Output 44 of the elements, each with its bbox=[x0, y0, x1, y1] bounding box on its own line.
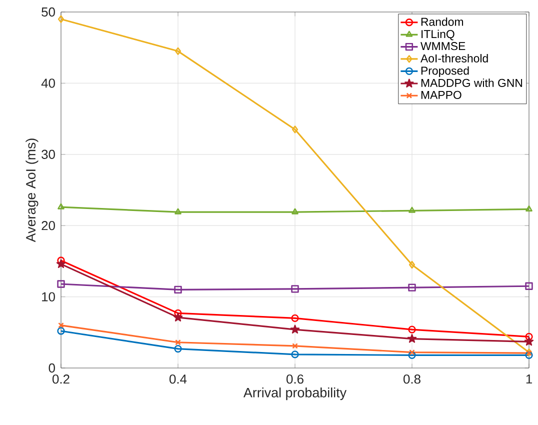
y-tick-label: 10 bbox=[42, 292, 55, 302]
legend-label: ITLinQ bbox=[422, 30, 454, 40]
y-tick-label: 50 bbox=[42, 7, 55, 17]
point bbox=[408, 260, 416, 269]
point bbox=[174, 286, 182, 294]
legend-label: AoI-threshold bbox=[420, 54, 488, 62]
x-axis-title: Arrival probability bbox=[243, 388, 347, 400]
point bbox=[56, 259, 66, 268]
point bbox=[291, 285, 299, 293]
x-tick-label: 1 bbox=[526, 374, 532, 384]
point bbox=[291, 350, 299, 358]
y-tick-label: 0 bbox=[48, 363, 55, 373]
point bbox=[407, 334, 417, 343]
legend-label: Random bbox=[421, 17, 464, 26]
y-tick-label: 20 bbox=[42, 221, 55, 230]
point bbox=[290, 324, 300, 334]
x-tick-label: 0.6 bbox=[286, 374, 304, 384]
point bbox=[292, 208, 298, 214]
point bbox=[174, 208, 182, 214]
point bbox=[409, 349, 415, 356]
point bbox=[408, 326, 416, 334]
y-tick-label: 40 bbox=[41, 78, 55, 88]
y-axis-title: Average AoI (ms) bbox=[26, 138, 38, 242]
legend-label: WMMSE bbox=[420, 42, 466, 50]
x-tick-label: 0.4 bbox=[170, 374, 187, 384]
legend-label: Proposed bbox=[421, 66, 469, 77]
x-tick-label: 0.2 bbox=[52, 374, 70, 384]
point bbox=[174, 47, 182, 55]
point bbox=[292, 343, 298, 349]
point bbox=[525, 282, 533, 290]
x-tick-label: 0.8 bbox=[404, 374, 420, 384]
point bbox=[175, 339, 181, 346]
point bbox=[408, 351, 416, 360]
point bbox=[57, 280, 65, 288]
legend-label: MADDPG with GNN bbox=[421, 78, 522, 88]
point bbox=[174, 344, 182, 353]
point bbox=[408, 206, 416, 213]
point bbox=[291, 314, 299, 322]
point bbox=[292, 126, 298, 134]
point bbox=[408, 284, 416, 292]
point bbox=[524, 336, 534, 346]
legend-label: MAPPO bbox=[421, 90, 462, 99]
point bbox=[173, 312, 183, 322]
y-tick-label: 30 bbox=[42, 150, 55, 159]
